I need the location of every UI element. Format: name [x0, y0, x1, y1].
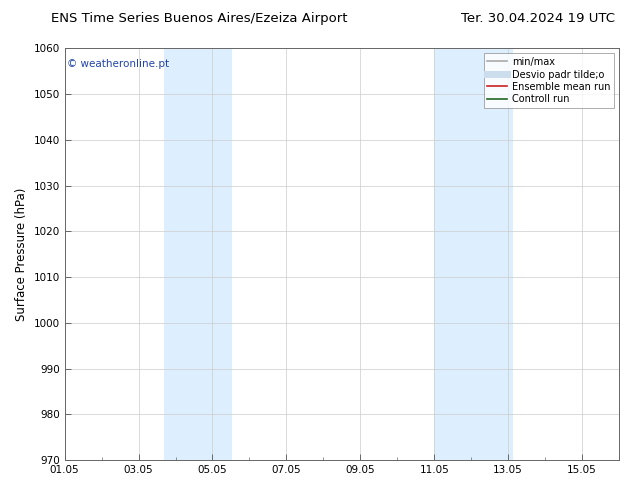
Text: Ter. 30.04.2024 19 UTC: Ter. 30.04.2024 19 UTC — [461, 12, 615, 25]
Text: ENS Time Series Buenos Aires/Ezeiza Airport: ENS Time Series Buenos Aires/Ezeiza Airp… — [51, 12, 347, 25]
Bar — [434, 49, 512, 460]
Legend: min/max, Desvio padr tilde;o, Ensemble mean run, Controll run: min/max, Desvio padr tilde;o, Ensemble m… — [484, 53, 614, 108]
Bar — [164, 49, 231, 460]
Y-axis label: Surface Pressure (hPa): Surface Pressure (hPa) — [15, 188, 28, 321]
Text: © weatheronline.pt: © weatheronline.pt — [67, 59, 169, 69]
